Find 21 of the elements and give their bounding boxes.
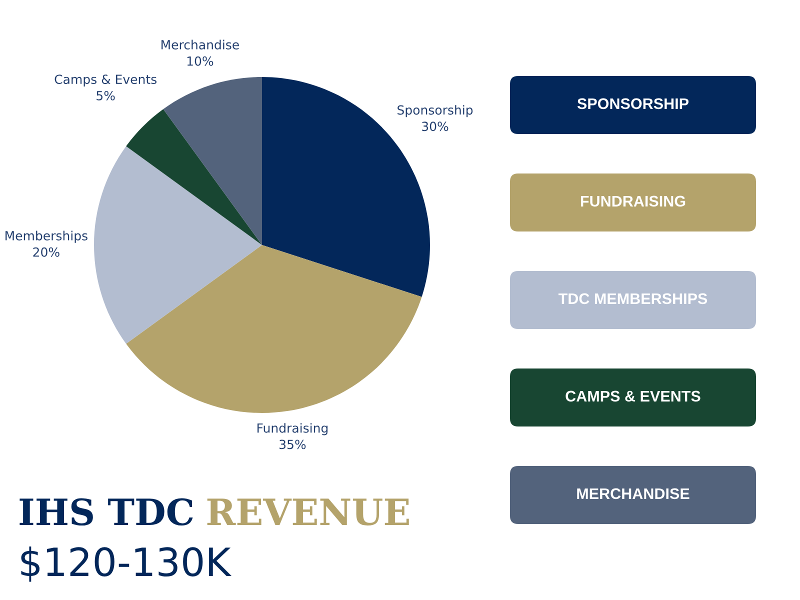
text: TDC MEMBERSHIPS bbox=[558, 293, 708, 304]
text: FUNDRAISING bbox=[580, 196, 686, 207]
data-label: 10% bbox=[187, 56, 214, 66]
pie-slice bbox=[163, 77, 262, 245]
text: CAMPS & EVENTS bbox=[566, 390, 700, 402]
data-label: 30% bbox=[422, 122, 448, 132]
data-label: 20% bbox=[33, 247, 60, 257]
slice-label: Memberships bbox=[6, 230, 88, 243]
pie-slice bbox=[126, 245, 422, 413]
data-label: 5% bbox=[96, 90, 115, 100]
slice-label: Fundraising bbox=[257, 423, 328, 436]
pie-slice bbox=[126, 109, 262, 245]
data-label: 35% bbox=[280, 440, 306, 450]
slice-label: Merchandise bbox=[162, 40, 239, 50]
slice-label: Camps & Events bbox=[54, 74, 156, 86]
text: SPONSORSHIP bbox=[577, 98, 689, 110]
slice-label: Sponsorship bbox=[398, 105, 473, 118]
text: MERCHANDISE bbox=[577, 488, 690, 500]
text: IHS TDC REVENUE bbox=[20, 498, 409, 526]
text: $120-130K bbox=[21, 546, 232, 582]
pie-slice bbox=[94, 146, 262, 344]
